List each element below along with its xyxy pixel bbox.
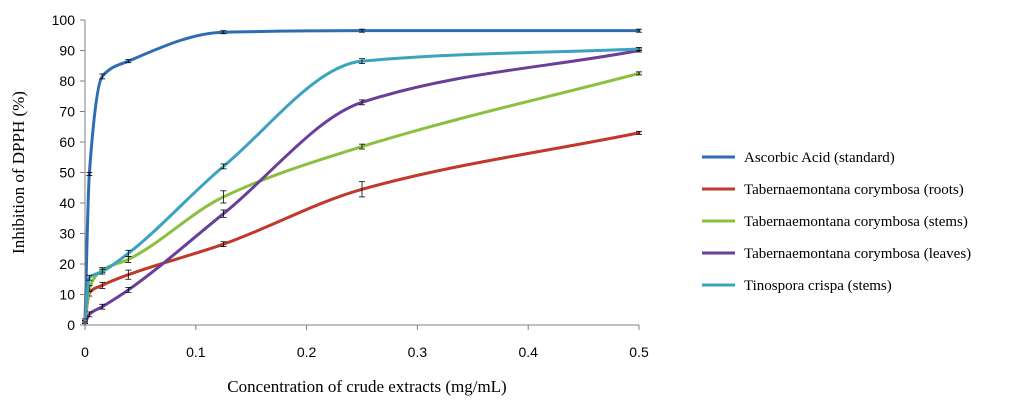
legend-label: Ascorbic Acid (standard) [744,150,895,166]
x-tick-label: 0.2 [297,344,317,360]
legend: Ascorbic Acid (standard) Tabernaemontana … [702,150,971,294]
error-bar [99,73,106,80]
error-bar [359,181,365,198]
error-bar [636,28,642,33]
y-tick-label: 100 [52,12,76,28]
error-bar [636,130,642,135]
y-tick-label: 60 [59,134,75,150]
error-bar [636,47,642,51]
error-bar [99,281,106,289]
series-line [83,49,641,325]
y-tick-label: 30 [59,226,75,242]
series-1 [82,28,642,323]
x-tick-label: 0.1 [186,344,206,360]
error-bar [99,303,106,310]
error-bar [359,28,365,33]
series-line [83,47,641,322]
error-bar [220,241,227,248]
y-tick-label: 90 [59,43,75,59]
plot-area [82,28,642,326]
y-tick-label: 40 [59,195,75,211]
y-tick-label: 70 [59,104,75,120]
x-tick-label: 0.3 [408,344,428,360]
error-bar [359,99,365,106]
error-bar [86,172,93,176]
series-2 [82,130,642,324]
legend-entry-1: Ascorbic Acid (standard) [702,150,895,166]
y-tick-label: 10 [59,287,75,303]
legend-label: Tinospora crispa (stems) [744,278,892,294]
error-bar [220,190,227,204]
axes: Inhibition of DPPH (%) Concentration of … [9,12,649,396]
y-axis-title: Inhibition of DPPH (%) [9,91,28,254]
x-tick-label: 0.5 [629,344,649,360]
legend-label: Tabernaemontana corymbosa (stems) [744,214,968,230]
error-bar [125,249,132,257]
series-line [83,71,641,324]
series-3 [82,71,642,324]
error-bar [220,163,227,170]
legend-entry-2: Tabernaemontana corymbosa (roots) [702,182,964,198]
error-bar [220,209,227,218]
error-bar [86,311,93,318]
error-bar [125,59,132,64]
error-bar [86,274,93,281]
series-line [83,131,641,324]
error-bar [636,71,642,76]
error-bar [125,269,132,280]
x-tick-label: 0.4 [518,344,538,360]
x-axis-title: Concentration of crude extracts (mg/mL) [227,377,506,396]
legend-entry-5: Tinospora crispa (stems) [702,278,892,294]
legend-entry-4: Tabernaemontana corymbosa (leaves) [702,246,971,262]
error-bar [220,30,227,35]
error-bar [99,268,106,275]
error-bar [359,58,365,65]
y-tick-label: 80 [59,73,75,89]
series-line [83,29,641,322]
y-tick-label: 20 [59,256,75,272]
y-tick-label: 50 [59,165,75,181]
error-bar [125,287,132,293]
legend-label: Tabernaemontana corymbosa (leaves) [744,246,971,262]
error-bar [359,143,365,150]
legend-entry-3: Tabernaemontana corymbosa (stems) [702,214,968,230]
y-tick-label: 0 [67,317,75,333]
x-tick-label: 0 [81,344,89,360]
legend-label: Tabernaemontana corymbosa (roots) [744,182,964,198]
